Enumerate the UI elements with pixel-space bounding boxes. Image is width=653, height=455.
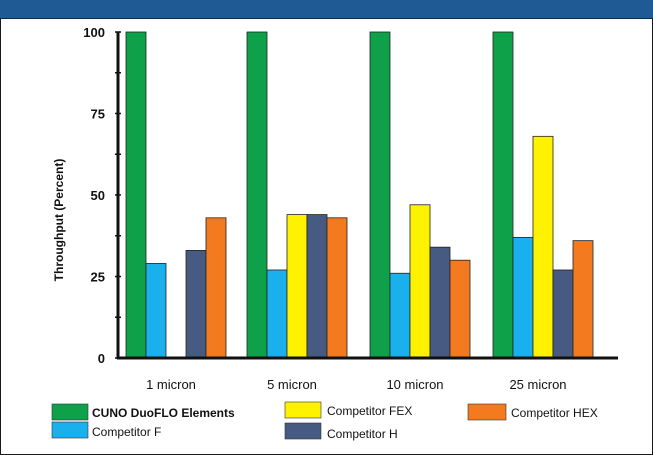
category-label-1: 1 micron: [146, 377, 196, 392]
legend: CUNO DuoFLO Elements Competitor F Competit…: [51, 401, 598, 441]
legend-label-competitor-h: Competitor H: [327, 427, 398, 441]
bar-cuno-3: [369, 31, 391, 359]
bar-competitor-hex-3: [449, 259, 471, 359]
bar-cuno-4: [492, 31, 514, 359]
bar-competitor-f-2: [266, 269, 288, 359]
bar-competitor-hex-1: [205, 217, 227, 359]
bar-competitor-hex-2: [326, 217, 348, 359]
bar-competitor-f-3: [389, 272, 411, 359]
y-ticks-group: 0 25 50 75 100: [83, 25, 121, 366]
legend-label-cuno: CUNO DuoFLO Elements: [92, 406, 235, 420]
bar-competitor-f-1: [145, 263, 167, 359]
y-tick-label-25: 25: [91, 270, 105, 285]
bar-cuno-2: [246, 31, 268, 359]
y-tick-label-100: 100: [83, 25, 105, 40]
legend-label-competitor-fex: Competitor FEX: [327, 404, 412, 418]
legend-label-competitor-hex: Competitor HEX: [511, 406, 598, 420]
legend-swatch-competitor-hex: [467, 403, 507, 421]
legend-swatch-competitor-f: [51, 421, 89, 439]
y-tick-label-75: 75: [91, 107, 105, 122]
category-label-4: 25 micron: [509, 377, 566, 392]
legend-swatch-cuno: [51, 403, 89, 421]
category-label-3: 10 micron: [386, 377, 443, 392]
category-labels-group: 1 micron 5 micron 10 micron 25 micron: [146, 377, 566, 392]
bar-cuno-1: [125, 31, 147, 359]
y-tick-label-50: 50: [91, 188, 105, 203]
bar-competitor-h-1: [185, 250, 207, 359]
y-tick-label-0: 0: [98, 351, 105, 366]
header-bar: [0, 0, 653, 19]
bar-competitor-h-3: [429, 246, 451, 359]
bar-competitor-h-2: [306, 214, 328, 359]
category-label-2: 5 micron: [267, 377, 317, 392]
bar-competitor-f-4: [512, 236, 534, 359]
bar-competitor-fex-4: [532, 135, 554, 359]
legend-label-competitor-f: Competitor F: [92, 425, 161, 439]
y-axis-label: Throughput (Percent): [52, 159, 66, 282]
legend-swatch-competitor-fex: [284, 401, 322, 419]
bars-group: [125, 31, 594, 359]
bar-competitor-hex-4: [572, 240, 594, 359]
legend-swatch-competitor-h: [284, 422, 322, 440]
bar-competitor-fex-2: [286, 214, 308, 359]
bar-competitor-fex-3: [409, 204, 431, 359]
bar-competitor-h-4: [552, 269, 574, 359]
